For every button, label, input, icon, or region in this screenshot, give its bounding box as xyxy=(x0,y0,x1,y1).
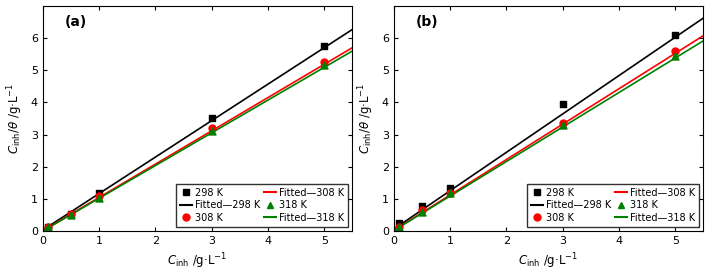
Point xyxy=(206,116,217,121)
Point xyxy=(557,102,569,106)
Point xyxy=(393,224,405,229)
Point xyxy=(206,129,217,134)
X-axis label: $C_\mathrm{inh}$ /g·L$^{-1}$: $C_\mathrm{inh}$ /g·L$^{-1}$ xyxy=(518,252,579,271)
X-axis label: $C_\mathrm{inh}$ /g·L$^{-1}$: $C_\mathrm{inh}$ /g·L$^{-1}$ xyxy=(167,252,228,271)
Point xyxy=(94,195,105,200)
Point xyxy=(393,224,405,229)
Point xyxy=(393,221,405,225)
Legend: 298 K, Fitted—298 K, 308 K, Fitted—308 K, 318 K, Fitted—318 K: 298 K, Fitted—298 K, 308 K, Fitted—308 K… xyxy=(527,184,698,227)
Point xyxy=(416,208,428,213)
Point xyxy=(318,63,330,68)
Point xyxy=(416,210,428,214)
Point xyxy=(206,126,217,130)
Point xyxy=(43,224,54,229)
Point xyxy=(669,53,681,58)
Text: (b): (b) xyxy=(415,15,438,29)
Text: (a): (a) xyxy=(65,15,86,29)
Point xyxy=(416,203,428,208)
Point xyxy=(65,211,77,216)
Point xyxy=(65,211,77,216)
Point xyxy=(318,44,330,48)
Point xyxy=(43,224,54,229)
Point xyxy=(669,48,681,53)
Point xyxy=(445,191,456,195)
Point xyxy=(557,123,569,127)
Point xyxy=(65,213,77,217)
Point xyxy=(94,191,105,195)
Point xyxy=(445,191,456,195)
Point xyxy=(94,194,105,198)
Y-axis label: $C_\mathrm{inh}$/$\theta$ /g·L$^{-1}$: $C_\mathrm{inh}$/$\theta$ /g·L$^{-1}$ xyxy=(357,83,376,154)
Legend: 298 K, Fitted—298 K, 308 K, Fitted—308 K, 318 K, Fitted—318 K: 298 K, Fitted—298 K, 308 K, Fitted—308 K… xyxy=(177,184,347,227)
Point xyxy=(669,32,681,37)
Point xyxy=(557,121,569,125)
Point xyxy=(43,224,54,229)
Point xyxy=(445,186,456,190)
Point xyxy=(318,60,330,64)
Y-axis label: $C_\mathrm{inh}$/$\theta$ /g·L$^{-1}$: $C_\mathrm{inh}$/$\theta$ /g·L$^{-1}$ xyxy=(6,83,25,154)
